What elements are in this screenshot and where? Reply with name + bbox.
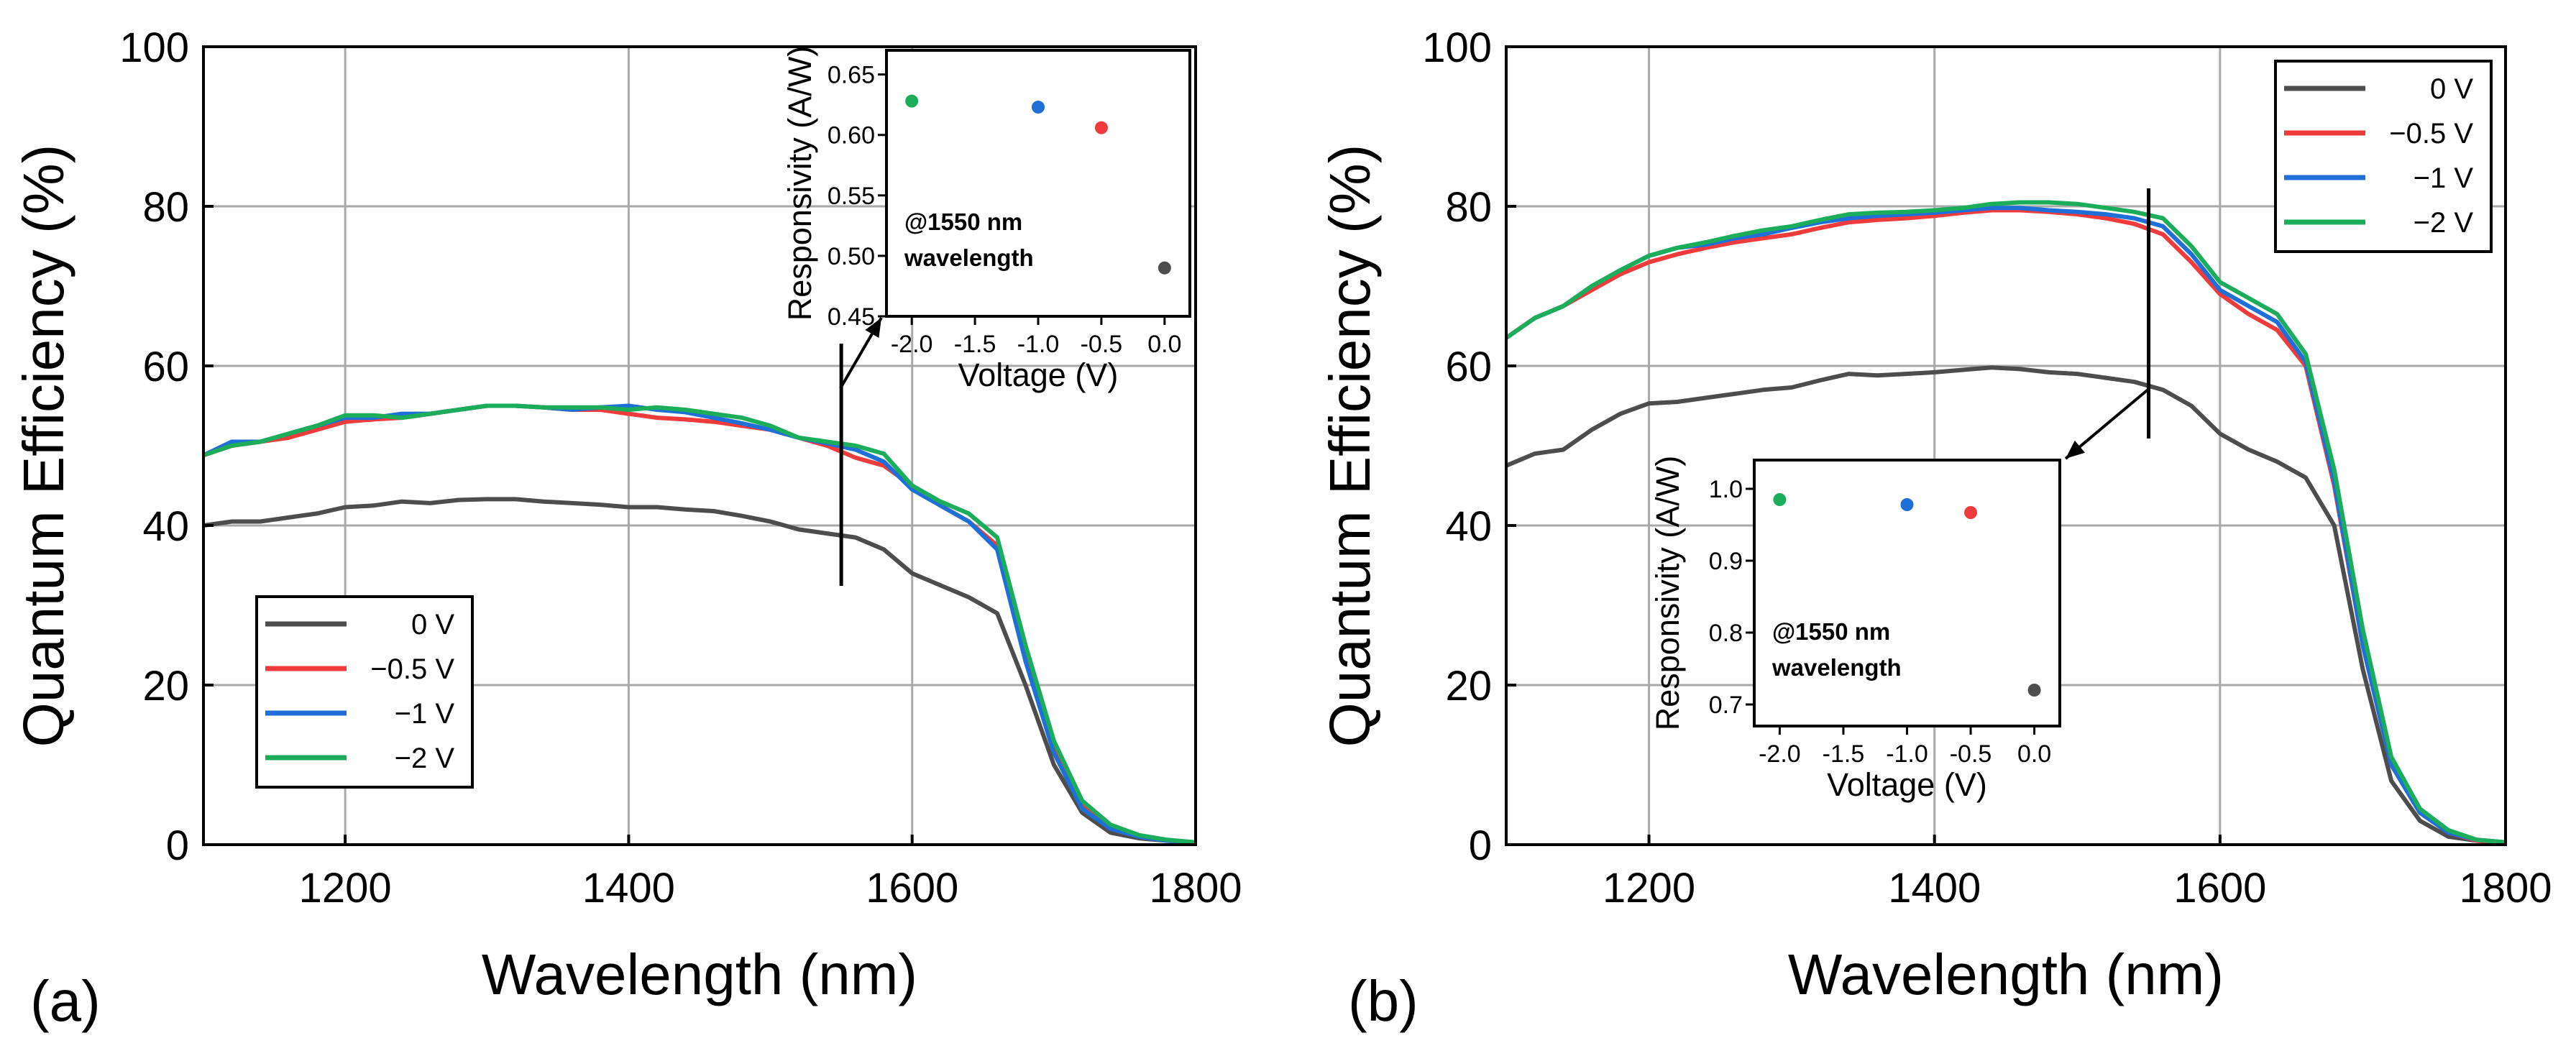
inset-note-line2: wavelength — [904, 244, 1034, 271]
y-tick-label: 40 — [1445, 503, 1492, 550]
legend-label: −2 V — [395, 743, 455, 774]
x-tick-label: 1200 — [299, 865, 392, 912]
panel-b: 1200 1400 1600 1800 0 20 40 60 80 100 Wavelength (… — [1318, 24, 2552, 1033]
y-tick-label: 40 — [142, 503, 189, 550]
x-axis-title: Wavelength (nm) — [1788, 942, 2224, 1006]
legend-label: 0 V — [2430, 73, 2473, 105]
panel-label: (a) — [30, 969, 101, 1033]
inset-y-tick-label: 0.8 — [1709, 620, 1743, 647]
inset-data-point — [1158, 261, 1171, 275]
inset-y-tick-label: 0.45 — [828, 303, 875, 331]
legend-label: −2 V — [2414, 207, 2474, 239]
inset-note-line1: @1550 nm — [904, 208, 1022, 235]
x-tick-label: 1600 — [866, 865, 958, 912]
inset-y-axis-title: Responsivity (A/W) — [1649, 456, 1686, 731]
inset-x-tick-label: -0.5 — [1081, 331, 1123, 358]
x-tick-label: 1200 — [1603, 865, 1695, 912]
plot-frame — [1505, 45, 2507, 846]
inset-note-line2: wavelength — [1771, 654, 1902, 681]
inset-frame — [885, 49, 1191, 318]
y-tick-label: 80 — [1445, 184, 1492, 231]
y-tick-label: 60 — [142, 344, 189, 390]
inset-y-tick-label: 0.55 — [828, 183, 875, 210]
x-tick-label: 1800 — [1149, 865, 1242, 912]
inset-y-tick-label: 0.7 — [1709, 692, 1743, 719]
legend-label: −0.5 V — [370, 653, 454, 685]
inset-x-tick-label: -2.0 — [891, 331, 933, 358]
y-tick-label: 60 — [1445, 344, 1492, 390]
inset-data-point — [1964, 506, 1978, 519]
series-line-2v — [203, 403, 1196, 845]
y-tick-label: 100 — [1422, 24, 1492, 71]
inset-y-tick-label: 1.0 — [1709, 476, 1743, 503]
inset-x-tick-label: -0.5 — [1950, 740, 1992, 768]
inset-y-tick-label: 0.65 — [828, 62, 875, 89]
inset-x-tick-label: -1.5 — [1823, 740, 1865, 768]
inset-x-tick-label: 0.0 — [1147, 331, 1181, 358]
x-tick-label: 1600 — [2173, 865, 2266, 912]
x-tick-label: 1800 — [2459, 865, 2552, 912]
inset-data-point — [1032, 101, 1045, 114]
y-tick-label: 20 — [1445, 663, 1492, 710]
panel-label: (b) — [1348, 969, 1418, 1033]
inset-x-tick-label: -1.0 — [1017, 331, 1060, 358]
legend-label: −1 V — [2414, 162, 2474, 194]
inset-arrow-head — [2066, 440, 2085, 459]
legend-label: −0.5 V — [2389, 118, 2473, 150]
inset-arrow-head — [865, 318, 881, 339]
x-tick-label: 1400 — [1888, 865, 1981, 912]
inset-x-tick-label: 0.0 — [2017, 740, 2051, 768]
legend-label: −1 V — [395, 698, 455, 730]
panel-a: 1200 1400 1600 1800 0 20 40 60 80 100 Wavelength (… — [12, 24, 1242, 1033]
inset-y-tick-label: 0.50 — [828, 243, 875, 270]
inset-data-point — [905, 94, 919, 108]
legend-label: 0 V — [411, 609, 454, 641]
inset-y-tick-label: 0.9 — [1709, 548, 1743, 575]
plot-frame — [202, 45, 1197, 846]
y-tick-label: 80 — [142, 184, 189, 231]
y-tick-label: 100 — [119, 24, 189, 71]
y-axis-title: Quantum Efficiency (%) — [12, 144, 75, 748]
x-axis-title: Wavelength (nm) — [482, 942, 917, 1006]
y-tick-label: 0 — [166, 822, 189, 869]
inset-x-tick-label: -2.0 — [1759, 740, 1801, 768]
series-line-0v — [1505, 365, 2506, 845]
inset-x-axis-title: Voltage (V) — [958, 357, 1119, 393]
inset-note-line1: @1550 nm — [1772, 618, 1890, 645]
series-line-2v — [1505, 200, 2506, 845]
series-line-0v — [203, 497, 1196, 845]
inset-y-tick-label: 0.60 — [828, 122, 875, 150]
series-line-1v — [202, 403, 1196, 845]
inset-x-tick-label: -1.0 — [1886, 740, 1928, 768]
inset-data-point — [1094, 121, 1108, 134]
inset-x-tick-label: -1.5 — [954, 331, 996, 358]
x-tick-label: 1400 — [582, 865, 675, 912]
inset-data-point — [1900, 498, 1914, 511]
inset-x-axis-title: Voltage (V) — [1827, 766, 1987, 803]
y-tick-label: 20 — [142, 663, 189, 710]
inset-data-point — [1773, 493, 1787, 506]
inset-y-axis-title: Responsivity (A/W) — [781, 46, 818, 321]
y-axis-title: Quantum Efficiency (%) — [1318, 144, 1382, 748]
y-tick-label: 0 — [1469, 822, 1492, 869]
inset-data-point — [2027, 684, 2041, 697]
